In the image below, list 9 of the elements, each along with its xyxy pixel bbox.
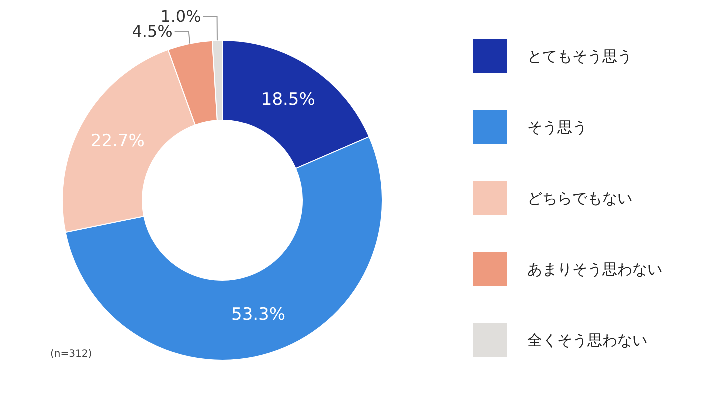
legend-label: そう思う (528, 118, 588, 136)
legend-label: どちらでもない (528, 190, 632, 208)
data-label: 53.3% (232, 304, 286, 325)
data-label: 18.5% (261, 90, 316, 110)
data-label: 22.7% (90, 132, 145, 152)
legend-label: とてもそう思う (528, 48, 632, 66)
legend-label: 全くそう思わない (528, 332, 648, 350)
text: (n=312) (50, 349, 92, 360)
legend-label: あまりそう思わない (528, 260, 662, 278)
